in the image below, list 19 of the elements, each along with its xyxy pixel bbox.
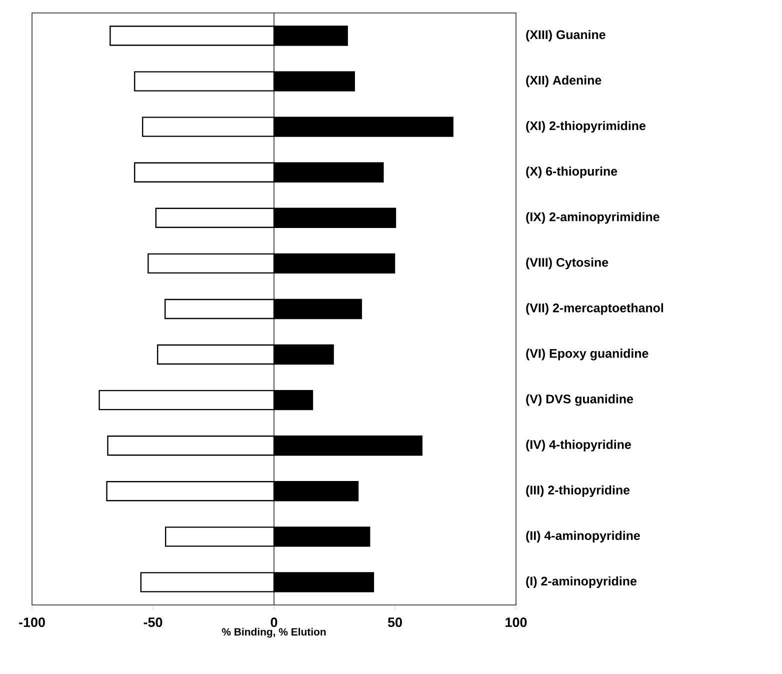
y-tick-label: (IV) 4-thiopyridine	[526, 440, 631, 452]
x-tick-label: 100	[506, 618, 527, 628]
y-tick-label: (VIII) Cytosine	[526, 258, 608, 270]
y-tick-label: (III) 2-thiopyridine	[526, 485, 630, 497]
y-tick-label: (IX) 2-aminopyrimidine	[526, 212, 660, 224]
y-tick-label: (V) DVS guanidine	[526, 394, 634, 406]
x-tick-label: 0	[270, 618, 278, 628]
y-tick-label: (XIII) Guanine	[526, 30, 606, 42]
y-tick-label: (VI) Epoxy guanidine	[526, 348, 648, 360]
x-axis-title: % Binding, % Elution	[222, 628, 326, 638]
y-tick-label: (X) 6-thiopurine	[526, 166, 618, 178]
x-tick-label: -50	[144, 618, 162, 628]
y-tick-label: (I) 2-aminopyridine	[526, 576, 636, 588]
x-tick-label: 50	[388, 618, 402, 628]
y-tick-label: (XII) Adenine	[526, 75, 602, 88]
y-tick-label: (XI) 2-thiopyrimidine	[526, 121, 646, 133]
x-tick-label: -100	[19, 618, 45, 628]
y-tick-label: (II) 4-aminopyridine	[526, 530, 640, 542]
y-tick-label: (VII) 2-mercaptoethanol	[526, 303, 664, 315]
